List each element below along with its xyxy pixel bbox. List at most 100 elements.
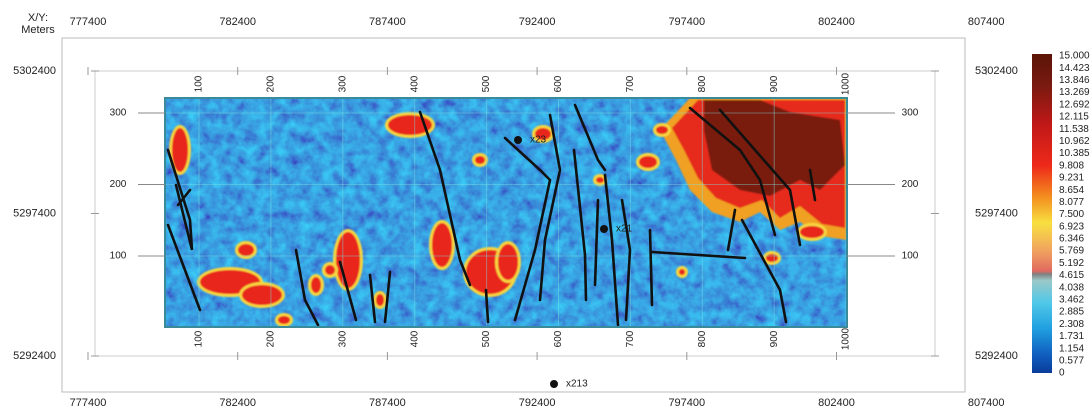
inline-label: 700	[625, 330, 636, 347]
high-blob	[475, 156, 485, 164]
inline-label: 600	[553, 330, 564, 347]
fault	[650, 250, 747, 260]
x-tick-label: 792400	[519, 16, 556, 28]
y-tick-label: 5297400	[975, 207, 1018, 219]
inline-label: 1000	[841, 72, 852, 95]
attribute-image	[165, 98, 847, 327]
colorbar-label: 11.538	[1059, 124, 1089, 135]
fault	[484, 288, 490, 324]
colorbar-label: 6.923	[1059, 221, 1084, 232]
fault	[176, 188, 192, 207]
map-frame	[61, 37, 966, 393]
crossline-label: 300	[110, 108, 127, 119]
colorbar-label: 9.231	[1059, 173, 1084, 184]
y-tick-label: 5302400	[13, 65, 56, 77]
well	[550, 380, 558, 388]
fault	[688, 106, 777, 237]
colorbar-label: 12.115	[1059, 112, 1089, 123]
fault	[808, 168, 817, 202]
corner-label: Meters	[21, 24, 55, 36]
colorbar-label: 15.000	[1059, 51, 1090, 62]
x-tick-label: 797400	[668, 16, 705, 28]
x-tick-label: 777400	[70, 397, 107, 408]
colorbar-label: 4.038	[1059, 282, 1084, 293]
colorbar-label: 14.423	[1059, 63, 1090, 74]
crossline-label: 100	[110, 251, 127, 262]
fault	[338, 260, 358, 322]
colorbar-label: 0.577	[1059, 355, 1084, 366]
colorbar-label: 6.346	[1059, 234, 1084, 245]
high-blob	[639, 156, 657, 168]
high-blob	[679, 269, 685, 275]
x-tick-label: 797400	[668, 397, 705, 408]
colorbar-label: 4.615	[1059, 270, 1084, 281]
inline-label: 300	[337, 75, 348, 92]
colorbar-label: 8.654	[1059, 185, 1084, 196]
fault	[166, 223, 202, 312]
high-blob	[800, 226, 824, 238]
high-blob	[278, 316, 290, 324]
well-label: x213	[566, 379, 588, 390]
inline-label: 200	[266, 75, 277, 92]
y-tick-label: 5292400	[13, 350, 56, 362]
x-tick-label: 807400	[968, 397, 1005, 408]
fault	[166, 148, 194, 251]
inline-label: 500	[481, 330, 492, 347]
inline-label: 300	[337, 330, 348, 347]
inline-label: 200	[266, 330, 277, 347]
colorbar-label: 5.769	[1059, 246, 1084, 257]
y-tick-label: 5292400	[975, 350, 1018, 362]
x-tick-label: 807400	[968, 16, 1005, 28]
inline-label: 800	[697, 75, 708, 92]
corner-label: X/Y:	[28, 12, 48, 24]
fault	[620, 198, 632, 322]
x-tick-label: 787400	[369, 397, 406, 408]
high-blob	[376, 294, 384, 306]
colorbar-label: 10.962	[1059, 136, 1090, 147]
crossline-label: 200	[110, 179, 127, 190]
well-label: x21	[616, 224, 633, 235]
fault	[573, 103, 607, 172]
x-tick-label: 802400	[818, 16, 855, 28]
colorbar-label: 0	[1059, 368, 1065, 379]
inline-label: 100	[194, 330, 205, 347]
colorbar-label: 13.846	[1059, 75, 1090, 86]
crossline-label: 300	[902, 108, 919, 119]
colorbar-label: 1.731	[1059, 331, 1084, 342]
colorbar-label: 2.308	[1059, 319, 1084, 330]
crossline-label: 100	[902, 251, 919, 262]
inline-label: 900	[769, 75, 780, 92]
survey-outline	[164, 97, 848, 328]
high-blob	[325, 265, 335, 275]
colorbar-label: 3.462	[1059, 294, 1084, 305]
inline-label: 100	[194, 75, 205, 92]
fault	[503, 136, 552, 322]
inline-label: 1000	[841, 327, 852, 350]
inline-label: 400	[409, 75, 420, 92]
x-tick-label: 777400	[70, 16, 107, 28]
colorbar	[1032, 54, 1052, 373]
x-tick-label: 787400	[369, 16, 406, 28]
high-blob	[242, 285, 282, 305]
fault	[740, 218, 788, 324]
y-tick-label: 5297400	[13, 207, 56, 219]
colorbar-label: 1.154	[1059, 343, 1084, 354]
x-tick-label: 792400	[519, 397, 556, 408]
high-blob	[311, 277, 321, 293]
high-blob	[432, 223, 452, 267]
colorbar-label: 2.885	[1059, 307, 1084, 318]
fault	[294, 248, 320, 327]
colorbar-label: 13.269	[1059, 87, 1090, 98]
high-blob	[535, 128, 551, 140]
high-blob	[238, 244, 254, 256]
fault	[538, 113, 562, 302]
fault	[718, 108, 802, 247]
x-tick-label: 782400	[219, 397, 256, 408]
fault	[648, 228, 654, 307]
colorbar-label: 10.385	[1059, 148, 1090, 159]
high-blob	[172, 128, 188, 172]
x-tick-label: 782400	[219, 16, 256, 28]
fault	[368, 273, 377, 324]
high-blob	[388, 115, 432, 135]
